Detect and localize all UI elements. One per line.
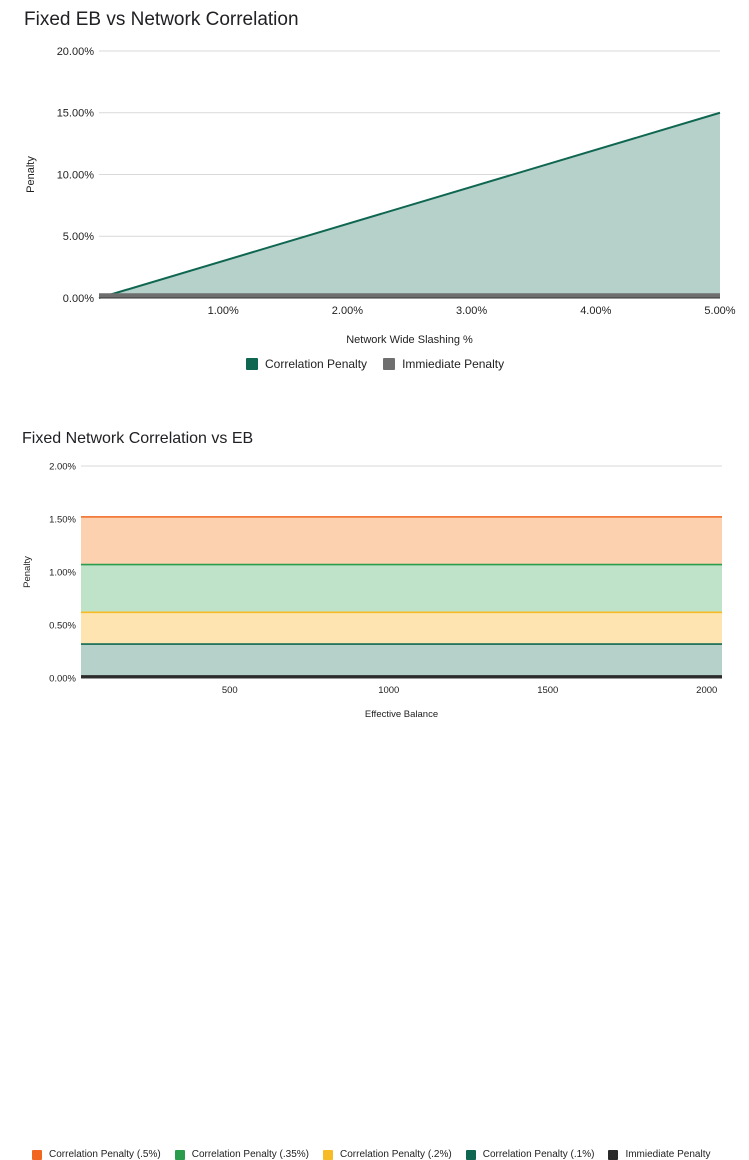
y-tick-label: 1.50% [49,514,76,525]
x-axis-label: Effective Balance [365,709,438,720]
legend-swatch [608,1149,619,1160]
x-tick-label: 5.00% [704,305,735,317]
chart-title: Fixed Network Correlation vs EB [22,430,254,447]
x-tick-label: 500 [222,685,238,696]
y-tick-label: 5.00% [63,231,94,243]
y-tick-label: 0.50% [49,620,76,631]
x-tick-label: 1.00% [208,305,239,317]
chart-fixed-network-correlation: Fixed Network Correlation vs EB 0.00% 0.5… [0,420,749,1160]
legend-label: Correlation Penalty (.1%) [482,1149,595,1160]
series-line [98,111,721,299]
legend-label: Immiediate Penalty [402,357,505,371]
legend-swatch [174,1149,185,1160]
legend-item: Correlation Penalty [246,357,367,371]
chart-fixed-eb: Fixed EB vs Network Correlation 0.00% 5.0… [0,0,749,385]
y-tick-label: 0.00% [63,293,94,305]
legend-swatch [246,358,258,370]
chart-legend: Correlation Penalty (.5%) Correlation Pen… [32,1149,724,1160]
legend-swatch [323,1149,333,1160]
y-axis-label: Penalty [25,156,37,193]
legend-label: Correlation Penalty [265,357,368,371]
legend-item: Correlation Penalty (.5%) [32,1149,161,1160]
chart-legend: Correlation Penalty Immiediate Penalty [246,357,520,371]
y-tick-label: 10.00% [57,169,95,181]
y-tick-label: 20.00% [57,46,95,58]
y-tick-label: 1.00% [49,567,76,578]
y-tick-label: 0.00% [49,673,76,684]
legend-item: Correlation Penalty (.1%) [465,1149,595,1160]
y-axis-label: Penalty [22,556,33,588]
legend-item: Correlation Penalty (.2%) [323,1149,452,1160]
legend-label: Correlation Penalty (.2%) [340,1149,452,1160]
y-tick-label: 15.00% [57,108,95,120]
x-tick-label: 4.00% [580,305,611,317]
x-tick-label: 2.00% [332,305,363,317]
legend-label: Correlation Penalty (.35%) [191,1149,309,1160]
legend-swatch [383,358,396,370]
legend-label: Correlation Penalty (.5%) [49,1149,161,1160]
legend-label: Immiediate Penalty [625,1149,711,1160]
x-tick-label: 2000 [696,685,717,696]
legend-swatch [465,1149,476,1160]
series-area [81,644,722,678]
chart-title: Fixed EB vs Network Correlation [24,9,299,30]
x-tick-label: 1000 [378,685,399,696]
x-axis-label: Network Wide Slashing % [346,334,473,346]
legend-item: Immiediate Penalty [383,357,504,371]
legend-item: Immiediate Penalty [608,1149,710,1160]
x-tick-label: 1500 [537,685,558,696]
legend-item: Correlation Penalty (.35%) [174,1149,309,1160]
chart-plot: 0.00% 5.00% 10.00% 15.00% 20.00% 1.00% 2.00% 3.… [25,46,736,346]
chart-plot: 0.00% 0.50% 1.00% 1.50% 2.00% 500 1000 1500 2000… [22,461,722,720]
legend-swatch [32,1149,42,1160]
y-tick-label: 2.00% [49,461,76,472]
x-tick-label: 3.00% [456,305,487,317]
